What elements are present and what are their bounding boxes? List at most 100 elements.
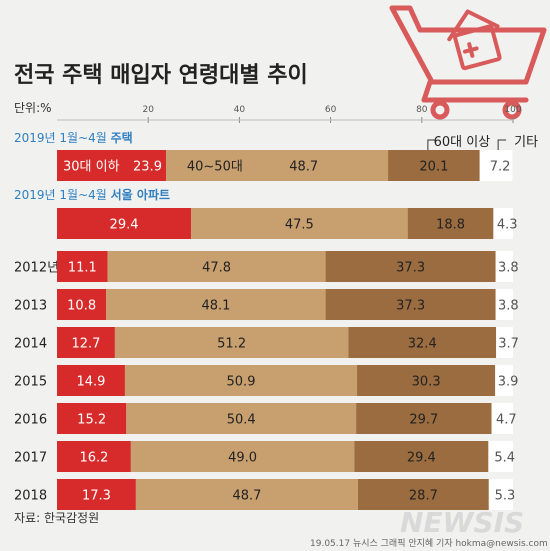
value-label-age40_50: 49.0: [228, 451, 257, 466]
value-label-age60: 30.3: [412, 375, 441, 390]
x-tick-label: 40: [234, 105, 246, 115]
bar-segment-age60: [354, 441, 489, 472]
value-label-age40_50: 48.7: [289, 160, 318, 175]
bars: 23.9 48.7 20.1 7.2 29.4 47.5 18.8 4.3 2012년 11.1 4…: [14, 150, 519, 510]
value-label-other: 7.2: [490, 160, 511, 175]
bar-segment-other: [491, 403, 513, 434]
bar-segment-other: [488, 479, 513, 510]
chart-title: 전국 주택 매입자 연령대별 추이: [14, 63, 308, 88]
x-tick-label: 100: [504, 105, 521, 115]
value-label-age60: 20.1: [419, 160, 448, 175]
value-label-age40_50: 50.9: [227, 375, 256, 390]
bar-segment-other: [493, 208, 513, 239]
value-label-age30: 29.4: [110, 218, 139, 233]
value-label-other: 3.8: [498, 261, 519, 276]
legend-leader-age60: [427, 139, 436, 150]
bar-segment-age30: [57, 289, 107, 320]
value-label-age60: 32.4: [408, 337, 437, 352]
legend-label-age60: 60대 이상: [434, 135, 491, 150]
bar-segment-age30: [57, 365, 125, 396]
value-label-age30: 14.9: [76, 375, 105, 390]
bar-segment-age30: [57, 327, 115, 358]
bar-segment-age40_50: [130, 441, 355, 472]
value-label-age30: 11.1: [68, 261, 97, 276]
shopping-cart-icon: [389, 5, 547, 120]
value-label-age60: 18.8: [436, 218, 465, 233]
value-label-other: 3.9: [498, 375, 519, 390]
bar-segment-age40_50: [106, 289, 326, 320]
value-label-age40_50: 48.1: [201, 299, 230, 314]
bar-segment-age60: [357, 365, 496, 396]
value-label-age40_50: 48.7: [232, 489, 261, 504]
bar-segment-age30: [57, 479, 136, 510]
value-label-age40_50: 51.2: [217, 337, 246, 352]
value-label-age30: 17.3: [82, 489, 111, 504]
legend-label-other: 기타: [514, 135, 538, 150]
value-label-age60: 29.7: [409, 413, 438, 428]
bar-segment-age60: [356, 403, 492, 434]
x-tick-label: 20: [142, 105, 154, 115]
bar-segment-age30: [57, 441, 131, 472]
value-label-age60: 29.4: [407, 451, 436, 466]
bar-segment-other: [495, 289, 513, 320]
bar-segment-other: [479, 150, 513, 181]
bar-segment-other: [488, 441, 513, 472]
bar-segment-other: [495, 365, 513, 396]
value-label-age30: 15.2: [77, 413, 106, 428]
value-label-age40_50: 50.4: [227, 413, 256, 428]
value-label-age40_50: 47.8: [202, 261, 231, 276]
bar-segment-age40_50: [135, 479, 358, 510]
row-label: 2018: [14, 489, 47, 504]
bar-segment-age40_50: [165, 150, 389, 181]
value-label-age60: 37.3: [396, 299, 425, 314]
row-label: 2015: [14, 375, 47, 390]
section-title-house: 2019년 1월~4월 주택: [14, 130, 133, 145]
bar-segment-age40_50: [124, 365, 358, 396]
bar-segment-other: [495, 251, 513, 282]
section-title-seoul-apartment: 2019년 1월~4월 서울 아파트: [14, 187, 170, 202]
bar-segment-age40_50: [191, 208, 408, 239]
credit-line: 19.05.17 뉴시스 그래픽 안지혜 기자 hokma@newsis.com: [310, 537, 548, 549]
value-label-age40_50: 47.5: [285, 218, 314, 233]
value-label-age30: 12.7: [71, 337, 100, 352]
value-label-other: 3.7: [498, 337, 519, 352]
row-label: 2013: [14, 299, 47, 314]
bar-segment-age60: [325, 289, 496, 320]
bar-segment-other: [496, 327, 513, 358]
bar-segment-age40_50: [114, 327, 349, 358]
row-label: 2012년: [14, 261, 59, 276]
legend-leader-other: [497, 139, 507, 150]
x-tick-label: 60: [325, 105, 337, 115]
bar-segment-age60: [357, 479, 489, 510]
value-label-other: 5.3: [495, 489, 516, 504]
value-label-age30: 23.9: [133, 160, 162, 175]
bar-segment-age30: [57, 403, 127, 434]
value-label-age30: 10.8: [67, 299, 96, 314]
unit-label: 단위:%: [14, 101, 52, 115]
bar-segment-age60: [348, 327, 497, 358]
value-label-age30: 16.2: [79, 451, 108, 466]
row-label: 2016: [14, 413, 47, 428]
bar-segment-age40_50: [126, 403, 357, 434]
bar-segment-age60: [388, 150, 480, 181]
brand-logo: NEWSIS: [400, 506, 524, 539]
bar-segment-age60: [325, 251, 496, 282]
value-label-other: 4.7: [496, 413, 517, 428]
x-tick-label: 80: [416, 105, 428, 115]
inline-label-age30: 30대 이하: [63, 160, 120, 175]
value-label-other: 4.3: [497, 218, 518, 233]
inline-label-age40-50: 40~50대: [187, 160, 243, 175]
bar-segment-age30: [57, 208, 192, 239]
row-label: 2014: [14, 337, 47, 352]
bar-segment-age30: [57, 251, 108, 282]
value-label-other: 3.8: [498, 299, 519, 314]
source-note: 자료: 한국감정원: [14, 511, 99, 525]
bar-segment-age60: [407, 208, 494, 239]
value-label-other: 5.4: [494, 451, 515, 466]
value-label-age60: 37.3: [396, 261, 425, 276]
row-label: 2017: [14, 451, 47, 466]
bar-segment-age40_50: [107, 251, 326, 282]
value-label-age60: 28.7: [409, 489, 438, 504]
bar-segment-age30: [57, 150, 166, 181]
